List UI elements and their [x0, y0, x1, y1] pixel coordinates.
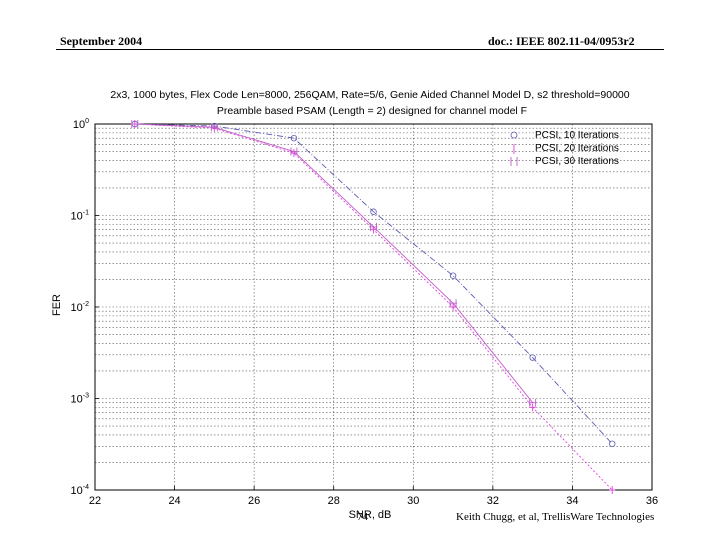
y-tick-label-0: 100 — [73, 118, 89, 131]
series-3-point-1 — [130, 120, 139, 128]
series-3-point-2 — [210, 123, 219, 132]
series-3-point-4 — [369, 222, 378, 231]
footer-author: Keith Chugg, et al, TrellisWare Technolo… — [456, 511, 655, 523]
x-tick-label-30: 30 — [407, 495, 419, 507]
y-tick-label-3: 10-3 — [71, 393, 90, 406]
x-tick-label-26: 26 — [248, 495, 260, 507]
legend-marker-1 — [510, 131, 518, 139]
y-tick-label-2: 10-2 — [71, 301, 90, 314]
legend-label-2: PCSI, 20 Iterations — [535, 143, 619, 154]
series-3-line — [134, 123, 533, 403]
series-3-point-3 — [289, 147, 298, 156]
header-rule — [56, 49, 664, 50]
tick-layer: 22 24 26 28 30 32 34 36 100 10-1 10-2 10-3 10-4 — [71, 118, 659, 507]
x-tick-label-28: 28 — [328, 495, 340, 507]
legend: PCSI, 10 Iterations PCSI, 20 Iterations … — [510, 130, 619, 167]
series-2-point-7 — [609, 486, 616, 494]
chart-title: 2x3, 1000 bytes, Flex Code Len=8000, 256… — [110, 89, 629, 101]
series-2-point-6 — [529, 403, 536, 412]
x-axis-label: SNR, dB — [349, 509, 392, 521]
header-doc-id: doc.: IEEE 802.11-04/0953r2 — [488, 34, 635, 48]
page-number: 74 — [357, 511, 368, 523]
grid-layer — [95, 124, 652, 490]
y-tick-label-4: 10-4 — [71, 484, 90, 497]
legend-label-3: PCSI, 30 Iterations — [535, 156, 619, 167]
x-tick-label-24: 24 — [168, 495, 180, 507]
series-1-point-4 — [370, 208, 377, 215]
series-3-point-6 — [528, 398, 537, 407]
x-tick-label-34: 34 — [566, 495, 578, 507]
series-1-point-5 — [449, 272, 457, 279]
series-1-point-6 — [529, 354, 536, 361]
series-3-point-5 — [449, 299, 458, 308]
x-tick-label-32: 32 — [487, 495, 499, 507]
header-date: September 2004 — [60, 34, 143, 48]
series-2-point-5 — [450, 303, 457, 311]
legend-label-1: PCSI, 10 Iterations — [535, 130, 619, 141]
series-1-point-7 — [609, 440, 616, 447]
x-tick-label-22: 22 — [89, 495, 101, 507]
legend-entry-1: PCSI, 10 Iterations — [510, 130, 619, 141]
x-tick-label-36: 36 — [646, 495, 658, 507]
chart-subtitle: Preamble based PSAM (Length = 2) designe… — [217, 105, 527, 117]
series-layer — [130, 120, 616, 494]
legend-entry-2: PCSI, 20 Iterations — [513, 143, 619, 154]
legend-entry-3: PCSI, 30 Iterations — [510, 156, 619, 167]
y-tick-label-1: 10-1 — [71, 210, 90, 223]
series-1-point-3 — [290, 134, 298, 142]
y-axis-label: FER — [51, 294, 63, 316]
